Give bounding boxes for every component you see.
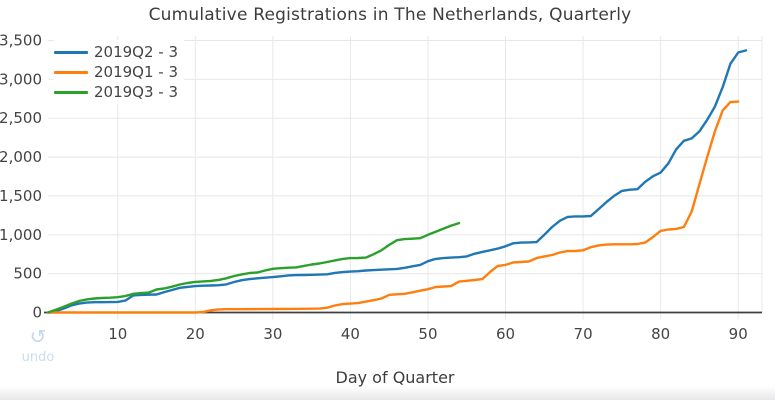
series-line — [46, 49, 748, 314]
undo-button[interactable]: ↺ undo — [16, 326, 60, 366]
x-tick-label: 10 — [108, 325, 127, 343]
x-tick-label: 80 — [651, 325, 670, 343]
series-line — [46, 100, 740, 314]
x-tick-label: 30 — [263, 325, 282, 343]
y-tick-label: 500 — [13, 265, 42, 283]
x-tick-label: 40 — [341, 325, 360, 343]
legend-swatch — [54, 70, 88, 74]
legend-swatch — [54, 90, 88, 94]
legend: 2019Q2 - 3 2019Q1 - 3 2019Q3 - 3 — [54, 40, 185, 104]
x-axis-title: Day of Quarter — [335, 368, 455, 387]
series-line — [46, 221, 461, 314]
legend-item[interactable]: 2019Q1 - 3 — [54, 62, 178, 82]
y-tick-label: 0 — [32, 304, 42, 322]
x-tick-label: 20 — [186, 325, 205, 343]
y-tick-label: 3,000 — [0, 70, 42, 88]
undo-icon: ↺ — [29, 326, 47, 348]
y-tick-label: 3,500 — [0, 32, 42, 50]
legend-swatch — [54, 50, 88, 54]
legend-item[interactable]: 2019Q2 - 3 — [54, 42, 178, 62]
legend-item[interactable]: 2019Q3 - 3 — [54, 82, 178, 102]
x-tick-label: 60 — [496, 325, 515, 343]
x-tick-label: 50 — [418, 325, 437, 343]
y-tick-label: 1,500 — [0, 187, 42, 205]
y-tick-label: 1,000 — [0, 226, 42, 244]
chart-title: Cumulative Registrations in The Netherla… — [148, 5, 632, 25]
legend-label: 2019Q3 - 3 — [94, 83, 179, 101]
legend-label: 2019Q2 - 3 — [94, 43, 179, 61]
x-tick-label: 70 — [574, 325, 593, 343]
y-tick-label: 2,500 — [0, 109, 42, 127]
legend-label: 2019Q1 - 3 — [94, 63, 179, 81]
undo-label: undo — [21, 350, 55, 365]
y-tick-label: 2,000 — [0, 148, 42, 166]
x-tick-label: 90 — [729, 325, 748, 343]
